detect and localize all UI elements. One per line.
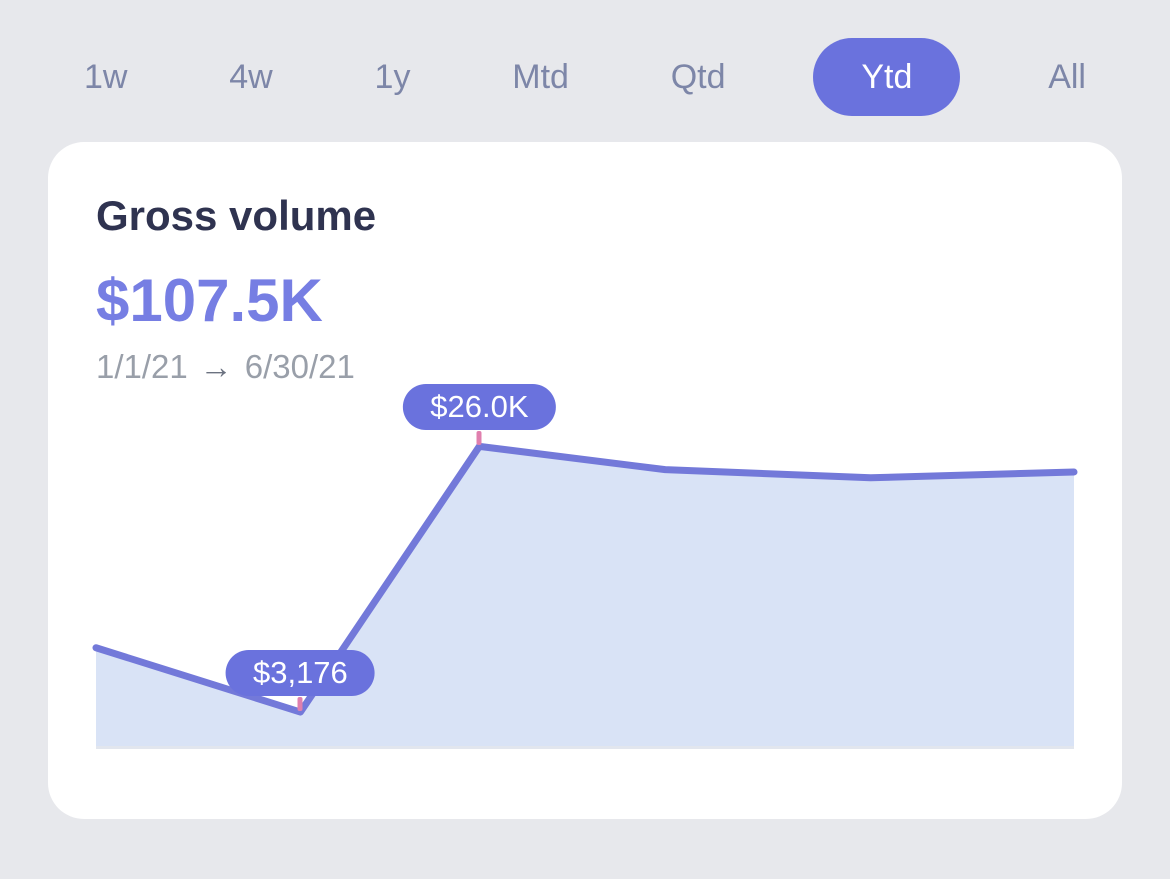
tab-all[interactable]: All <box>1048 58 1086 96</box>
tooltip-tick-icon <box>297 697 303 712</box>
tooltip-tick-icon <box>476 431 482 446</box>
chart-tooltip: $3,176 <box>225 650 375 697</box>
tab-qtd[interactable]: Qtd <box>670 58 726 96</box>
chart-line <box>92 442 1078 716</box>
gross-volume-amount: $107.5K <box>96 267 323 334</box>
date-range: 1/1/21 → 6/30/21 <box>96 348 1074 386</box>
tab-4w[interactable]: 4w <box>229 58 273 96</box>
tab-mtd[interactable]: Mtd <box>512 58 569 96</box>
gross-volume-card: Gross volume $107.5K 1/1/21 → 6/30/21 $3… <box>48 142 1122 819</box>
chart-area-fill <box>96 446 1074 749</box>
gross-volume-chart[interactable]: $3,176 $26.0K <box>92 384 1078 749</box>
chart-canvas <box>92 442 1078 749</box>
date-end: 6/30/21 <box>244 348 355 385</box>
time-filter: 1w 4w 1y Mtd Qtd Ytd All <box>0 0 1170 116</box>
tab-1w[interactable]: 1w <box>84 58 128 96</box>
card-title: Gross volume <box>96 192 377 239</box>
tab-ytd[interactable]: Ytd <box>813 38 961 116</box>
arrow-right-icon: → <box>199 348 233 385</box>
chart-tooltip: $26.0K <box>403 384 556 431</box>
date-start: 1/1/21 <box>96 348 188 385</box>
tab-1y[interactable]: 1y <box>374 58 411 96</box>
